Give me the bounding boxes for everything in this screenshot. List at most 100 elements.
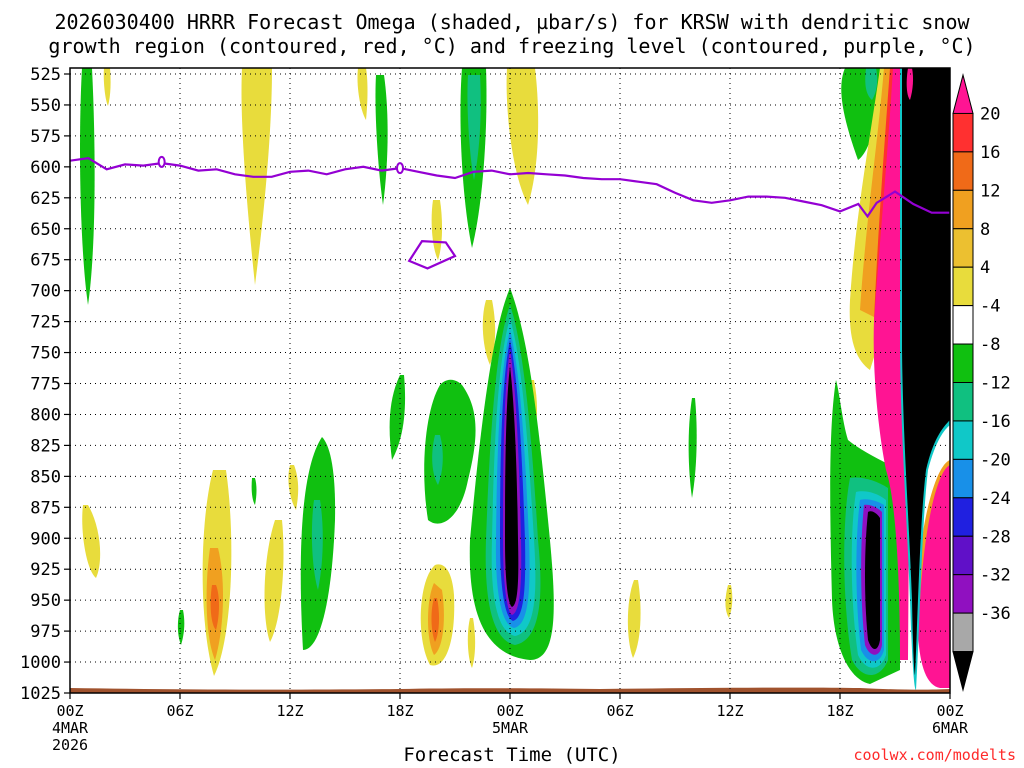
omega-rise-region [688,398,697,498]
omega-shading [80,68,950,690]
colorbar-swatch [952,305,974,345]
omega-rise-region [424,379,476,524]
colorbar-swatch [952,651,974,692]
colorbar-swatch [952,382,974,422]
chart-title-line1: 2026030400 HRRR Forecast Omega (shaded, … [54,10,970,34]
omega-rise-region [375,75,388,205]
x-tick-label: 12Z [716,702,743,720]
y-tick-label: 550 [30,96,61,116]
grid-lines [69,68,951,694]
omega-sink-region [917,465,950,688]
omega-sink-region [467,618,476,668]
colorbar-label: -16 [980,412,1011,432]
omega-rise-region [505,366,519,607]
y-tick-label: 525 [30,65,61,85]
colorbar-label: -28 [980,527,1011,547]
colorbar-label: -12 [980,374,1011,394]
colorbar-label: -20 [980,450,1011,470]
omega-sink-region [906,68,914,100]
credit-text: coolwx.com/modelts [853,746,1016,764]
colorbar-swatch [952,612,974,653]
colorbar-swatch [952,189,974,230]
x-date-label: 4MAR [52,719,89,737]
y-tick-label: 875 [30,498,61,518]
colorbar-swatch [952,228,974,268]
omega-sink-region [210,585,219,630]
y-tick-label: 1025 [20,684,61,704]
y-tick-label: 900 [30,529,61,549]
y-tick-label: 675 [30,251,61,271]
x-tick-label: 00Z [936,702,963,720]
x-date-label: 5MAR [492,719,529,737]
x-axis-label: Forecast Time (UTC) [403,744,621,766]
omega-sink-region [627,580,641,658]
colorbar-label: 20 [980,104,1000,124]
y-tick-label: 575 [30,127,61,147]
x-tick-label: 00Z [56,702,83,720]
omega-sink-region [264,520,284,642]
omega-rise-region [467,75,481,180]
y-tick-label: 775 [30,375,61,395]
colorbar-label: 16 [980,143,1000,163]
x-tick-label: 06Z [166,702,193,720]
colorbar-swatch [952,497,974,537]
x-tick-label: 00Z [496,702,523,720]
freezing-level-label-marker [157,155,166,168]
omega-sink-region [482,300,496,365]
y-tick-label: 825 [30,436,61,456]
freezing-level-label-marker [396,162,404,175]
colorbar-label: -32 [980,566,1011,586]
omega-sink-region [431,200,443,260]
omega-rise-region [432,435,443,485]
colorbar-label: 8 [980,220,990,240]
y-axis: 525 550 575 600 625 650 675 700 725 750 775 800 825 8… [20,65,70,704]
freezing-level-line [70,157,950,219]
colorbar-label: 4 [980,258,990,278]
colorbar-swatch [952,535,974,576]
y-tick-label: 1000 [20,653,61,673]
freezing-level-closed-contour [407,239,457,270]
colorbar-swatch [952,112,974,153]
omega-sink-region [431,598,440,642]
x-tick-label: 06Z [606,702,633,720]
y-tick-label: 975 [30,622,61,642]
x-year-label: 2026 [52,736,88,754]
colorbar-swatch [952,420,974,460]
y-tick-label: 950 [30,591,61,611]
y-tick-label: 750 [30,344,61,364]
colorbar-label: -4 [980,297,1000,317]
omega-rise-region [389,375,406,460]
omega-rise-region [865,511,880,649]
colorbar-label: -8 [980,335,1000,355]
x-date-label: 6MAR [932,719,969,737]
omega-rise-region [80,68,95,305]
colorbar-swatch [952,151,974,191]
y-tick-label: 650 [30,220,61,240]
x-tick-label: 12Z [276,702,303,720]
y-tick-label: 725 [30,313,61,333]
y-tick-label: 850 [30,467,61,487]
freezing-level-contour [70,155,950,270]
colorbar-swatch [952,574,974,614]
omega-sink-region [725,585,733,618]
y-tick-label: 925 [30,560,61,580]
chart-title-line2: growth region (contoured, red, °C) and f… [48,34,976,58]
colorbar-label: -24 [980,489,1011,509]
omega-rise-region [902,68,950,675]
x-tick-label: 18Z [386,702,413,720]
omega-sink-region [251,478,257,505]
colorbar-swatch [952,266,974,307]
y-tick-label: 625 [30,189,61,209]
colorbar-swatch [952,458,974,499]
x-tick-label: 18Z [826,702,853,720]
omega-sink-region [506,68,539,205]
colorbar-swatch [952,73,974,114]
omega-sink-region [357,68,368,120]
y-tick-label: 600 [30,158,61,178]
colorbar-swatch [952,343,974,383]
colorbar-label: 12 [980,181,1000,201]
colorbar: 20 16 12 8 4 -4 -8 -12 -16 -20 -24 -28 -32 -36 [952,73,1011,692]
omega-sink-region [82,505,101,578]
